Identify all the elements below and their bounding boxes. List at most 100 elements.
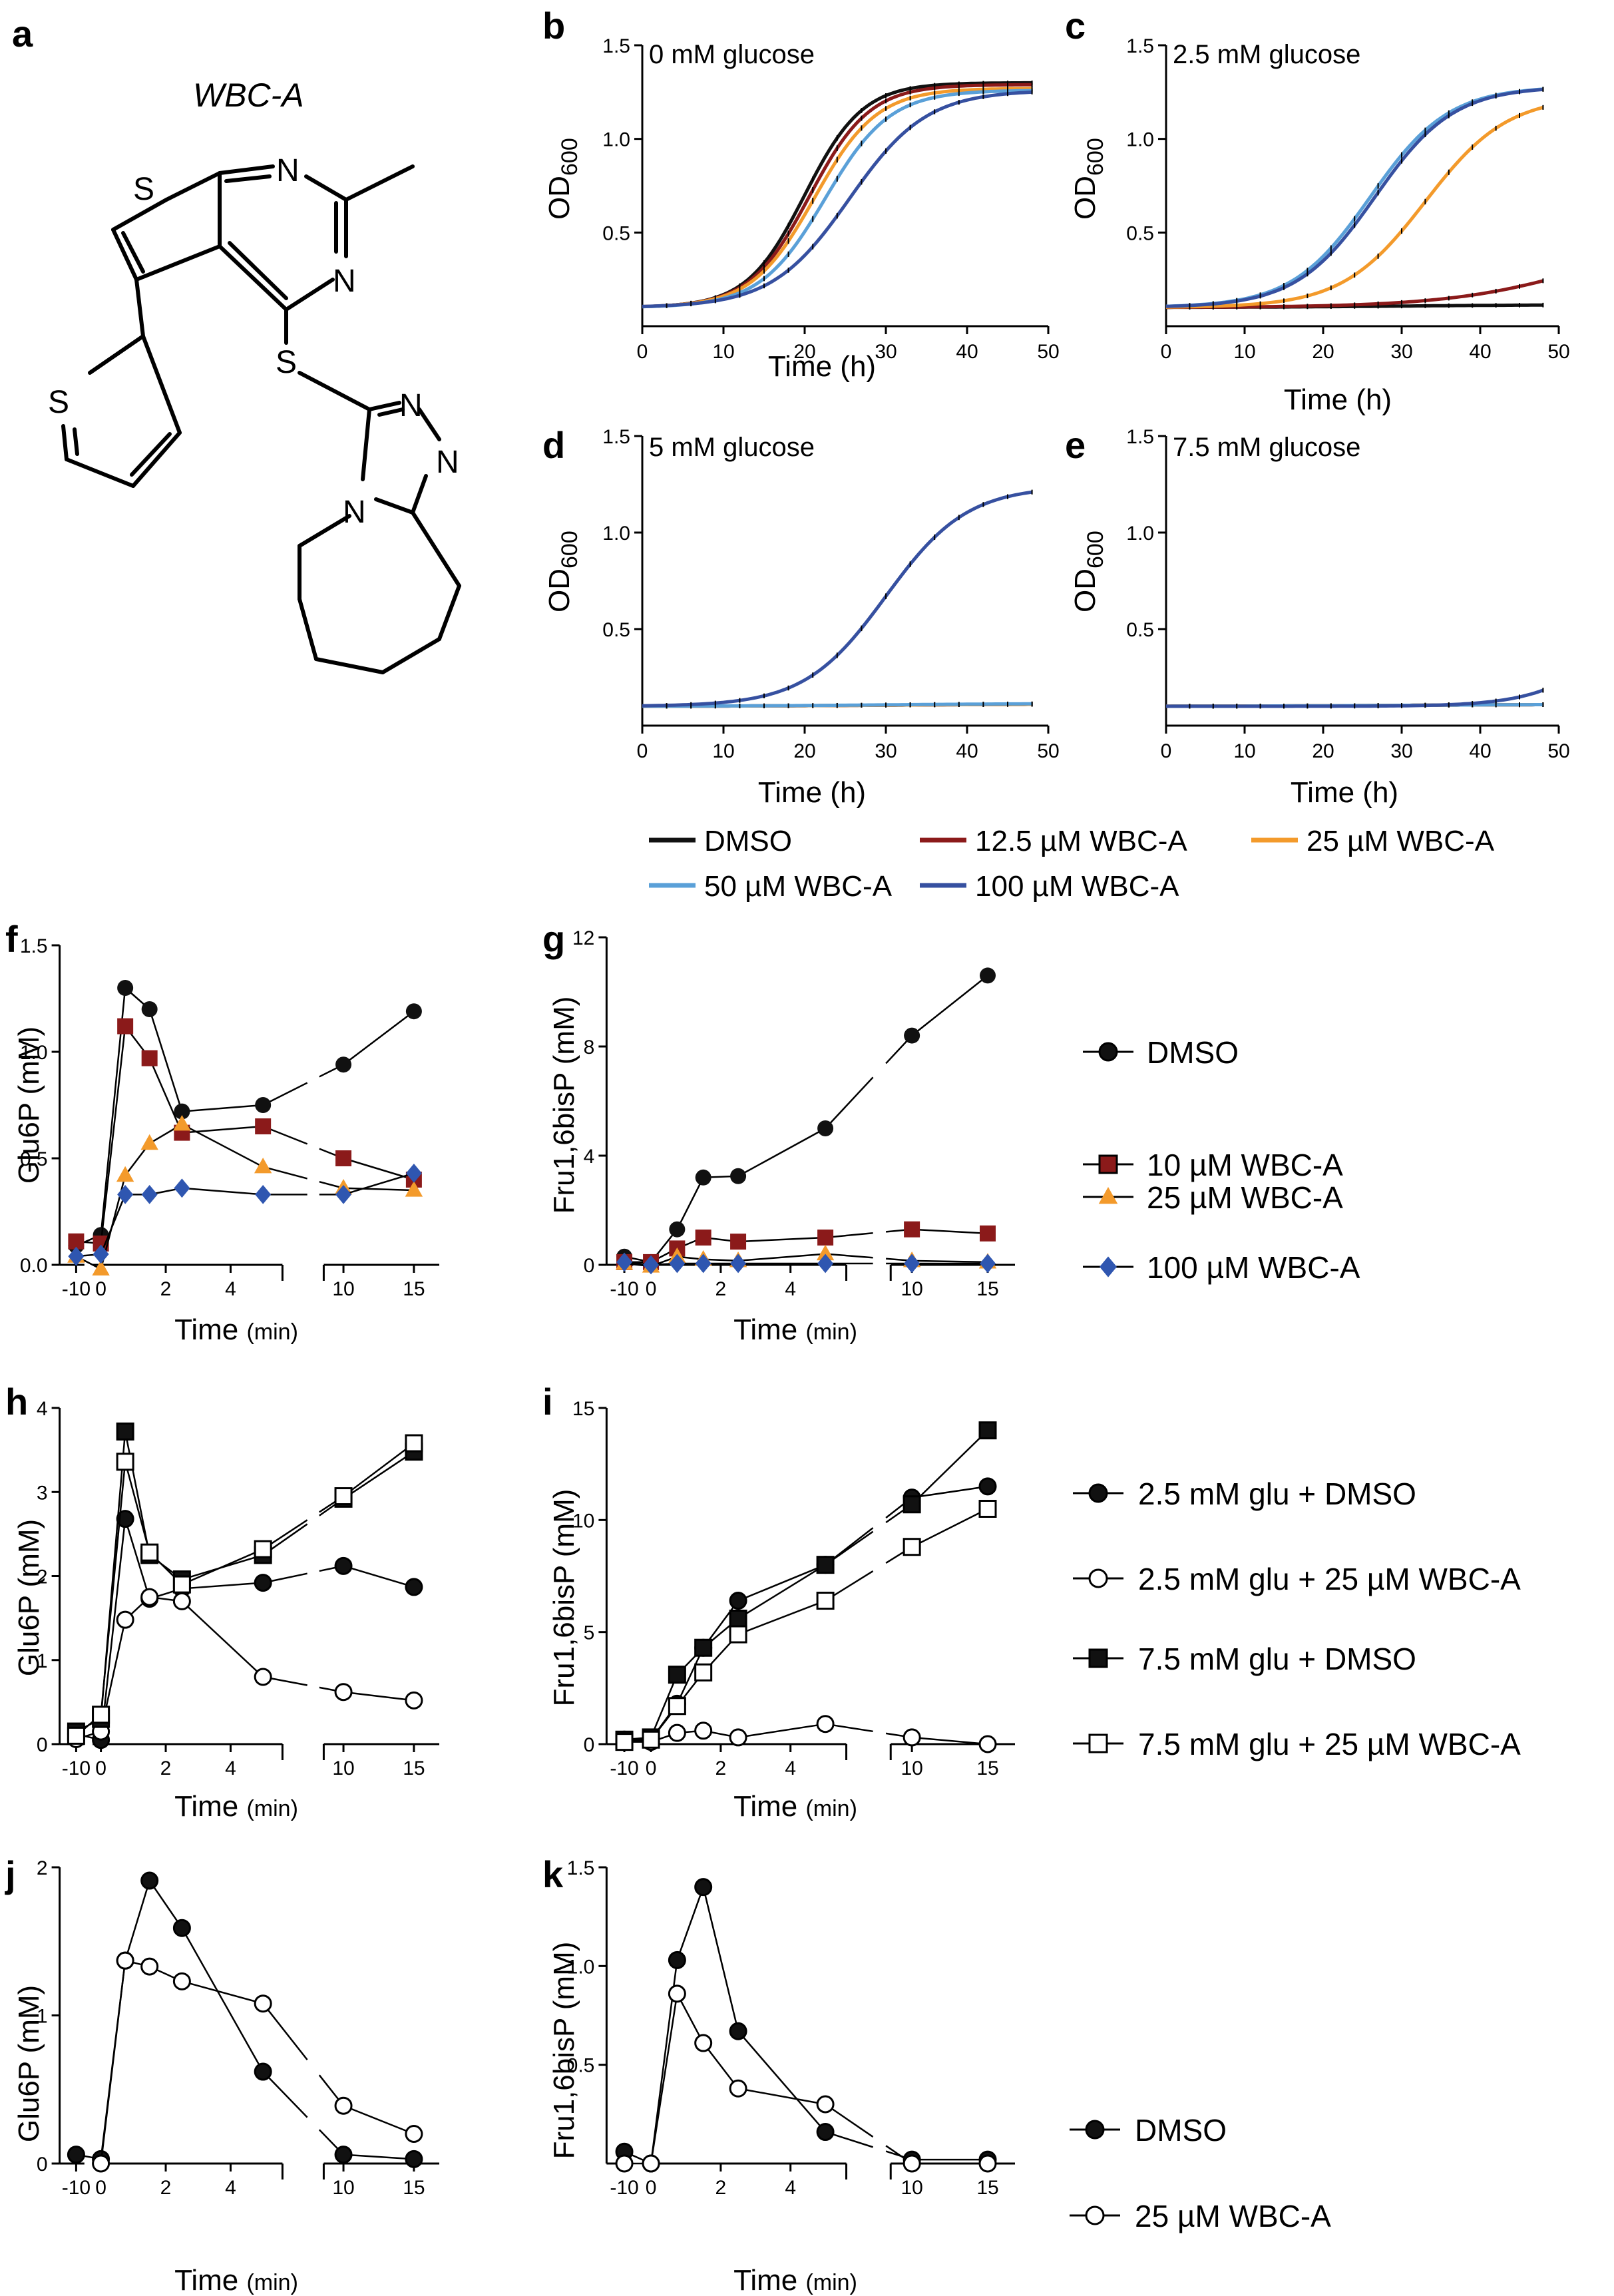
data-point: [140, 1134, 158, 1150]
data-point: [816, 1556, 835, 1574]
data-point: [174, 1178, 190, 1198]
x-tick-label: 4: [225, 1757, 236, 1779]
x-tick-label: -10: [62, 1278, 91, 1300]
data-point: [141, 1050, 158, 1066]
series-line: [676, 1177, 704, 1230]
data-point: [978, 2154, 997, 2173]
data-point: [1088, 1733, 1108, 1753]
atom-s2: S: [276, 345, 297, 380]
series-line: [737, 1253, 826, 1262]
data-point: [254, 2062, 272, 2081]
series-line: [182, 1125, 264, 1134]
data-point: [668, 1984, 686, 2003]
series-line: [343, 1451, 415, 1500]
series-line: [100, 1461, 126, 1715]
x-tick-label: 2: [715, 1278, 727, 1300]
data-point: [729, 1728, 747, 1747]
x-tick-label: 10: [901, 1278, 922, 1300]
legend-label-25: 25 µM WBC-A: [1307, 825, 1495, 857]
data-point: [730, 1234, 747, 1250]
data-point: [405, 1578, 423, 1596]
data-point: [980, 967, 996, 984]
x-tick-label: 30: [1390, 740, 1412, 762]
data-point: [816, 1592, 835, 1610]
series-line: [124, 1880, 150, 1961]
data-point: [116, 1166, 134, 1182]
panel-g-ylabel: Fru1,6bisP (mM): [548, 997, 580, 1214]
x-tick-label: 0: [646, 2177, 657, 2199]
x-tick-label: 20: [793, 740, 815, 762]
y-tick-label: 1.0: [1126, 523, 1154, 545]
panel-label-a: a: [12, 13, 33, 55]
x-tick-label: 50: [1547, 740, 1569, 762]
panel-k-xlabel: Time (min): [733, 2264, 857, 2296]
series-line: [650, 1993, 678, 2164]
x-tick-label: 40: [956, 740, 978, 762]
atom-n5: N: [343, 495, 366, 530]
panel-d-plot: 0 10 20 30 40 50 0.5 1.0 1.5: [602, 426, 1059, 762]
y-tick-label: 3: [37, 1482, 48, 1504]
data-point: [334, 1556, 353, 1575]
data-point: [254, 1540, 272, 1558]
series-line: [100, 1026, 126, 1244]
x-tick-label: 4: [225, 1278, 236, 1300]
data-point: [978, 1735, 997, 1753]
series-line: [181, 1123, 264, 1168]
y-tick-label: 1.0: [602, 129, 630, 151]
x-tick-label: 50: [1037, 341, 1059, 363]
growth-legend-12: 12.5 µM WBC-A: [920, 825, 1187, 857]
series-line: [148, 1058, 183, 1134]
data-point: [643, 1255, 660, 1275]
x-tick-label: 40: [1469, 341, 1491, 363]
panel-g-xlabel: Time (min): [733, 1313, 857, 1346]
x-tick-label: -10: [62, 1757, 91, 1779]
series-line: [912, 1260, 988, 1263]
panel-label-f: f: [5, 918, 18, 960]
x-tick-label: 10: [901, 1757, 922, 1779]
panel-h-xlabel: Time (min): [174, 1790, 298, 1823]
data-point: [1098, 1154, 1118, 1174]
x-tick-label: 4: [225, 2177, 236, 2199]
data-point: [729, 2079, 747, 2098]
data-point: [116, 1610, 134, 1629]
data-point: [254, 1994, 272, 2013]
legend-fg-label-3: 100 µM WBC-A: [1147, 1250, 1360, 1285]
x-tick-label: 40: [1469, 740, 1491, 762]
growth-legend-50: 50 µM WBC-A: [649, 870, 893, 903]
data-point: [92, 2154, 110, 2173]
series-line: [124, 1461, 150, 1553]
y-tick-label: 4: [37, 1398, 48, 1420]
growth-curve: [642, 90, 1032, 308]
data-point: [1098, 1042, 1118, 1062]
series-line: [738, 1236, 826, 1243]
data-point: [668, 1723, 686, 1742]
panel-label-g: g: [542, 918, 565, 960]
data-point: [1098, 1187, 1118, 1204]
atom-s3: S: [48, 385, 69, 420]
data-point: [668, 1666, 686, 1684]
x-tick-label: 20: [1312, 740, 1334, 762]
panel-e: e 7.5 mM glucose 0 10 20 30 40 50 0.5 1.0 1.5 Ti…: [1065, 424, 1570, 809]
panel-k-ylabel: Fru1,6bisP (mM): [548, 1942, 580, 2160]
series-line: [737, 1564, 826, 1602]
y-tick-label: 15: [572, 1398, 594, 1420]
panel-f-xlabel: Time (min): [174, 1313, 298, 1346]
x-tick-label: 2: [715, 2177, 727, 2199]
x-tick-label: 2: [160, 1278, 172, 1300]
data-point: [642, 1730, 660, 1749]
data-point: [694, 1638, 713, 1657]
data-point: [405, 1181, 423, 1197]
series-line: [181, 1927, 264, 2072]
data-point: [140, 1871, 159, 1890]
data-point: [405, 2125, 423, 2143]
x-tick-label: 2: [160, 1757, 172, 1779]
series-line: [676, 1887, 704, 1960]
y-tick-label: 1.5: [1126, 35, 1154, 57]
x-tick-label: 15: [403, 2177, 425, 2199]
data-point: [140, 1588, 159, 1606]
series-line: [343, 2105, 415, 2135]
data-point: [335, 1185, 352, 1204]
x-tick-label: -10: [610, 1278, 638, 1300]
